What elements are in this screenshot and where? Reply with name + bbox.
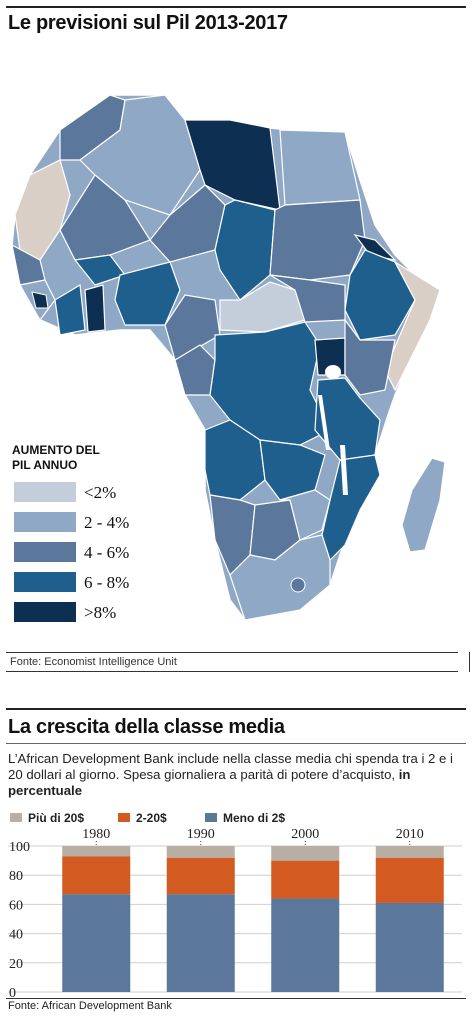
legend-label: 2-20$ xyxy=(136,811,167,825)
chart-bottom-rule xyxy=(6,998,466,999)
legend-swatch xyxy=(14,542,76,562)
bar-segment xyxy=(271,846,340,861)
bar-segment xyxy=(166,857,235,895)
legend-swatch xyxy=(14,572,76,592)
category-label: 2000 xyxy=(291,827,319,842)
y-tick-label: 60 xyxy=(9,898,23,913)
legend-title: AUMENTO DEL PIL ANNUO xyxy=(12,443,100,473)
region-ethiopia xyxy=(344,249,416,341)
legend-swatch xyxy=(205,813,217,822)
top-rule xyxy=(6,6,466,8)
africa-map xyxy=(11,94,446,621)
y-tick-label: 20 xyxy=(9,957,23,972)
legend-label: Meno di 2$ xyxy=(223,811,286,825)
bar-segment xyxy=(62,846,131,857)
legend-label: 6 - 8% xyxy=(84,573,130,592)
y-tick-label: 0 xyxy=(9,986,16,998)
legend-item-3: 4 - 6% xyxy=(14,542,134,562)
bar-segment xyxy=(375,902,444,992)
chart-title-underline xyxy=(6,743,466,744)
map-source: Fonte: Economist Intelligence Unit xyxy=(6,652,470,672)
legend-item-4: 6 - 8% xyxy=(14,572,134,592)
stacked-bar-chart: 0 20 40 60 80 100 1980 1990 2000 2010 xyxy=(8,827,462,998)
legend-title-line1: AUMENTO DEL xyxy=(12,443,100,457)
y-tick-label: 80 xyxy=(9,869,23,884)
region-western-sahara xyxy=(14,159,71,261)
legend-item-5: >8% xyxy=(14,602,134,622)
category-label: 2010 xyxy=(396,827,424,842)
region-drc xyxy=(209,321,331,446)
legend-label: <2% xyxy=(84,483,117,502)
legend-label: Più di 20$ xyxy=(28,811,85,825)
bar-segment xyxy=(375,857,444,903)
region-somalia xyxy=(384,260,441,392)
legend-title-line2: PIL ANNUO xyxy=(12,458,78,472)
lake-tanganyika xyxy=(318,395,330,450)
chart-legend-2: 2-20$ xyxy=(118,811,167,825)
region-sierra xyxy=(31,291,49,309)
chart-legend-3: Meno di 2$ xyxy=(205,811,285,825)
bar-segment xyxy=(62,856,131,895)
lake-malawi xyxy=(340,445,348,495)
chart-title: La crescita della classe media xyxy=(8,716,285,738)
chart-top-rule xyxy=(6,708,466,710)
bar-segment xyxy=(271,860,340,899)
category-label: 1980 xyxy=(82,827,110,842)
legend-swatch xyxy=(118,813,130,822)
region-algeria xyxy=(79,94,201,216)
bar-segment xyxy=(271,898,340,992)
bar-segment xyxy=(166,894,235,992)
region-tanzania xyxy=(314,377,381,461)
y-tick-label: 40 xyxy=(9,928,23,943)
region-madagascar xyxy=(401,457,446,553)
source-edge xyxy=(469,652,470,672)
chart-source: Fonte: African Development Bank xyxy=(8,1000,172,1012)
category-label: 1990 xyxy=(187,827,215,842)
chart-legend-1: Più di 20$ xyxy=(10,811,84,825)
legend-swatch xyxy=(14,482,76,502)
region-angola xyxy=(204,419,266,501)
map-title: Le previsioni sul Pil 2013-2017 xyxy=(8,12,288,34)
y-tick-label: 100 xyxy=(9,840,30,855)
region-kenya xyxy=(344,318,396,396)
legend-swatch xyxy=(14,602,76,622)
region-zimbabwe xyxy=(279,489,331,541)
bar-segment xyxy=(375,846,444,858)
legend-item-1: <2% xyxy=(14,482,134,502)
bar-segment xyxy=(166,846,235,858)
bar-segment xyxy=(62,894,131,992)
chart-intro: L’African Development Bank include nella… xyxy=(8,751,468,799)
legend-label: 4 - 6% xyxy=(84,543,130,562)
intro-bold: in percentuale xyxy=(8,767,411,798)
intro-text: L’African Development Bank include nella… xyxy=(8,751,453,782)
legend-label: >8% xyxy=(84,603,117,622)
lake-victoria xyxy=(325,365,341,379)
region-ghana xyxy=(84,284,106,333)
region-chad xyxy=(214,199,276,301)
legend-swatch xyxy=(10,813,22,822)
region-south-africa xyxy=(229,534,331,621)
region-sudan xyxy=(269,199,366,281)
legend-label: 2 - 4% xyxy=(84,513,130,532)
region-eritrea xyxy=(353,234,397,261)
region-ivory xyxy=(54,284,86,336)
region-lesotho xyxy=(290,577,306,593)
map-source-text: Fonte: Economist Intelligence Unit xyxy=(10,656,177,668)
region-libya xyxy=(184,119,281,211)
legend-swatch xyxy=(14,512,76,532)
legend-item-2: 2 - 4% xyxy=(14,512,134,532)
